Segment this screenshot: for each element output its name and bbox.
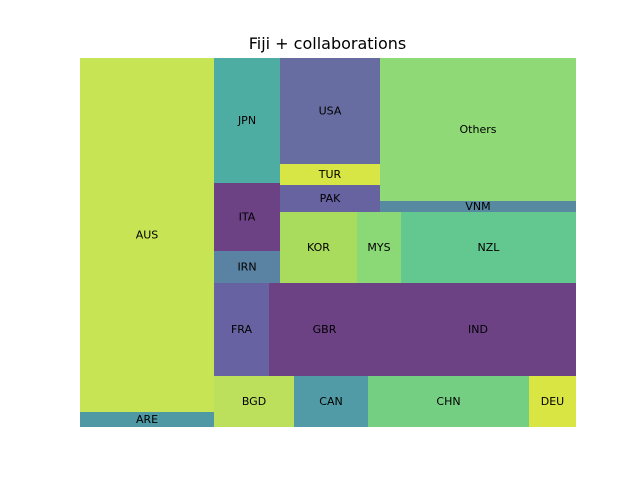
- treemap-cell-fra: [214, 283, 269, 376]
- treemap-label-others: Others: [460, 123, 497, 136]
- treemap-label-fra: FRA: [231, 323, 253, 336]
- treemap-label-ita: ITA: [239, 211, 256, 224]
- treemap-cell-pak: [280, 185, 380, 212]
- treemap-label-deu: DEU: [541, 395, 564, 408]
- treemap-label-usa: USA: [319, 105, 342, 118]
- treemap-label-mys: MYS: [367, 241, 390, 254]
- treemap-label-nzl: NZL: [478, 241, 501, 254]
- treemap-label-can: CAN: [319, 395, 342, 408]
- treemap-label-jpn: JPN: [237, 114, 256, 127]
- treemap-cell-others: [380, 58, 576, 201]
- treemap-cell-tur: [280, 164, 380, 185]
- chart-title: Fiji + collaborations: [249, 34, 407, 53]
- treemap-label-pak: PAK: [320, 192, 341, 205]
- treemap-label-irn: IRN: [237, 261, 256, 274]
- treemap-cell-can: [294, 376, 368, 427]
- treemap-cells: AUS ARE JPN ITA IRN USA TUR PAK Others VNM KOR MYS N…: [80, 58, 576, 427]
- treemap-cell-aus: [80, 58, 214, 412]
- treemap-cell-chn: [368, 376, 529, 427]
- treemap-label-chn: CHN: [436, 395, 460, 408]
- treemap-cell-irn: [214, 251, 280, 283]
- treemap-cell-ita: [214, 183, 280, 251]
- treemap-cell-ind: [380, 283, 576, 376]
- treemap-cell-mys: [357, 212, 401, 283]
- treemap-cell-are: [80, 412, 214, 427]
- treemap-cell-vnm: [380, 201, 576, 212]
- treemap-label-bgd: BGD: [242, 395, 266, 408]
- treemap-label-kor: KOR: [307, 241, 330, 254]
- treemap-cell-bgd: [214, 376, 294, 427]
- treemap-label-ind: IND: [468, 323, 488, 336]
- treemap-cell-usa: [280, 58, 380, 164]
- treemap-cell-nzl: [401, 212, 576, 283]
- treemap-cell-kor: [280, 212, 357, 283]
- treemap-label-tur: TUR: [318, 168, 342, 181]
- treemap-label-vnm: VNM: [465, 200, 490, 213]
- treemap-cell-gbr: [269, 283, 380, 376]
- treemap-cell-jpn: [214, 58, 280, 183]
- treemap-label-are: ARE: [136, 413, 158, 426]
- treemap-label-gbr: GBR: [313, 323, 337, 336]
- treemap-label-aus: AUS: [136, 229, 159, 242]
- treemap-cell-deu: [529, 376, 576, 427]
